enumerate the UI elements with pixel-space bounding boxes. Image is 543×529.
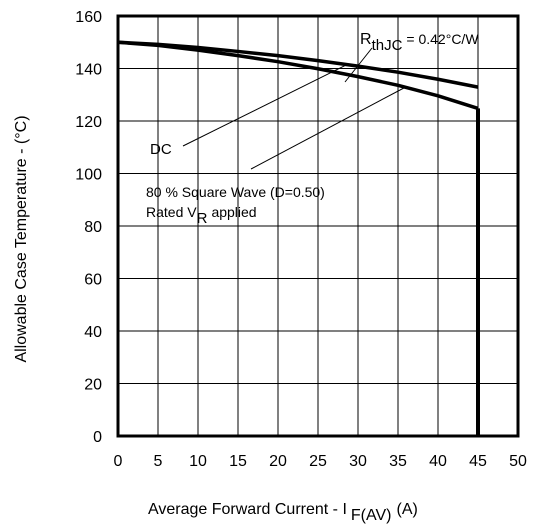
series-group xyxy=(117,40,479,111)
x-tick-label: 10 xyxy=(189,453,207,470)
rated-main: Rated V xyxy=(146,204,197,220)
dc-label: DC xyxy=(150,141,172,158)
x-axis-title: Average Forward Current - I F(AV) (A) xyxy=(148,501,418,524)
annotation-leaders xyxy=(182,47,407,170)
y-tick-label: 60 xyxy=(84,272,102,289)
square-wave-label: 80 % Square Wave (D=0.50) xyxy=(146,184,325,200)
x-tick-label: 45 xyxy=(469,453,487,470)
rated-tail: applied xyxy=(211,204,256,220)
plot-border xyxy=(116,14,520,438)
x-tick-label: 5 xyxy=(154,453,163,470)
dc-leader-line xyxy=(182,64,347,147)
y-tick-label: 20 xyxy=(84,377,102,394)
y-tick-label: 160 xyxy=(75,9,102,26)
grid xyxy=(118,16,518,436)
x-tick-label: 35 xyxy=(389,453,407,470)
rth-annotation: RthJC = 0.42°C/W xyxy=(360,31,479,54)
series-line-square-wave xyxy=(117,40,479,111)
y-tick-label: 120 xyxy=(75,114,102,131)
series-line-dc xyxy=(117,40,479,89)
x-tick-label: 0 xyxy=(114,453,123,470)
y-tick-label: 100 xyxy=(75,167,102,184)
y-tick-label: 140 xyxy=(75,62,102,79)
rth-main: R xyxy=(360,31,372,48)
y-tick-label: 40 xyxy=(84,324,102,341)
plot-frame xyxy=(116,14,520,438)
x-tick-label: 30 xyxy=(349,453,367,470)
rated-vr-label: Rated VR applied xyxy=(146,204,257,227)
x-tick-label: 15 xyxy=(229,453,247,470)
rated-sub: R xyxy=(197,210,208,227)
x-tick-label: 40 xyxy=(429,453,447,470)
x-axis-title-unit: (A) xyxy=(396,501,417,518)
y-tick-label: 0 xyxy=(93,429,102,446)
x-tick-label: 25 xyxy=(309,453,327,470)
x-tick-label: 50 xyxy=(509,453,527,470)
square-wave-leader-line xyxy=(250,86,407,170)
rth-value: = 0.42°C/W xyxy=(406,31,479,47)
x-axis-title-sub: F(AV) xyxy=(351,507,392,524)
y-axis-title: Allowable Case Temperature - (°C) xyxy=(13,115,30,362)
x-axis-title-main: Average Forward Current - I xyxy=(148,501,347,518)
tick-labels: 0 5 10 15 20 25 30 35 40 45 50 0 20 40 60 80 100 120 140 16… xyxy=(75,9,527,470)
rth-leader-line xyxy=(344,47,373,83)
rth-sub: thJC xyxy=(372,37,403,54)
y-tick-label: 80 xyxy=(84,219,102,236)
x-tick-label: 20 xyxy=(269,453,287,470)
